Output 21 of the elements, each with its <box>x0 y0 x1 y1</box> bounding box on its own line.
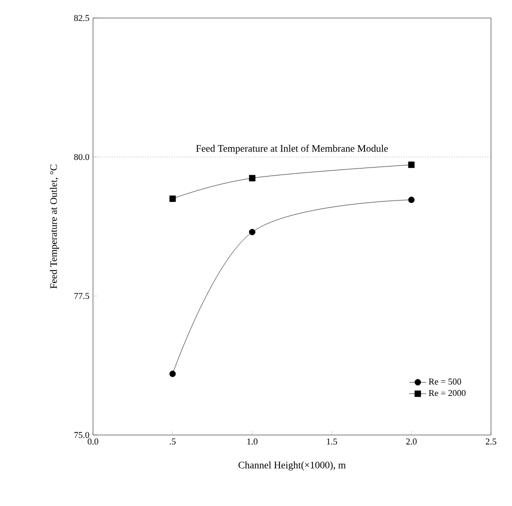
y-tick-label: 77.5 <box>74 292 90 299</box>
y-tick-label: 80.0 <box>74 154 90 160</box>
point <box>169 370 176 378</box>
point <box>249 174 256 182</box>
ref-line-label: Feed Temperature at Inlet of Membrane Module <box>196 144 388 154</box>
point <box>249 228 256 236</box>
x-tick-label: .5 <box>170 438 176 445</box>
x-tick-label: 2.5 <box>486 438 496 445</box>
point <box>408 196 415 203</box>
point <box>169 196 176 202</box>
x-tick-label: 1.5 <box>326 438 338 445</box>
legend-label: Re = 500 <box>428 378 462 385</box>
x-tick-label: 2.0 <box>406 438 417 445</box>
y-axis-title: Feed Temperature at Outlet, °C <box>50 164 59 289</box>
x-tick-label: 0.0 <box>88 438 98 445</box>
point <box>408 162 415 168</box>
x-tick-label: 1.0 <box>247 438 258 445</box>
x-axis-title: Channel Height(×1000), m <box>238 461 346 470</box>
legend-label: Re = 2000 <box>428 390 466 396</box>
y-tick-label: 82.5 <box>74 14 90 22</box>
y-tick-label: 75.0 <box>74 432 90 438</box>
